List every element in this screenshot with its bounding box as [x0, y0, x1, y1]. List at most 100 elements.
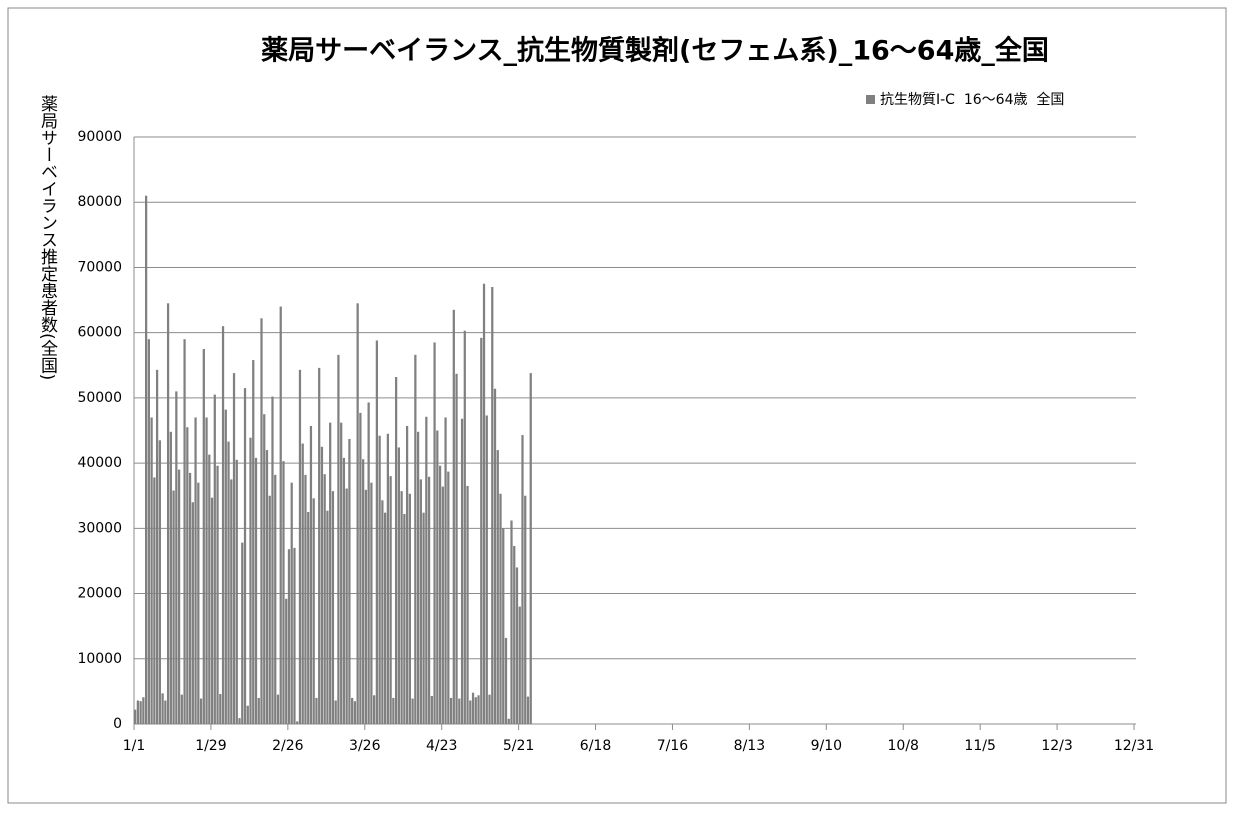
bar [449, 697, 453, 724]
bar [340, 422, 343, 724]
bar [521, 435, 524, 724]
chart-title: 薬局サーベイランス_抗生物質製剤(セフェム系)_16～64歳_全国 [261, 35, 1049, 67]
bar [298, 369, 302, 724]
bar [526, 696, 530, 724]
bar [389, 476, 392, 724]
bar [268, 495, 271, 724]
bar [199, 698, 203, 724]
bar [252, 360, 255, 724]
bar [153, 477, 156, 724]
bar [513, 545, 516, 724]
bar [186, 427, 189, 724]
bar [323, 474, 326, 724]
bar [161, 693, 164, 724]
bar [441, 486, 444, 724]
bar [510, 520, 513, 724]
bar [213, 394, 216, 724]
bar [194, 417, 197, 724]
x-tick-label: 3/26 [349, 738, 381, 754]
bar [359, 412, 362, 724]
bar [529, 373, 532, 724]
bar [392, 697, 395, 724]
y-tick-label: 90000 [77, 129, 122, 145]
bar [482, 283, 486, 724]
x-tick-label: 12/31 [1114, 738, 1154, 754]
bar [345, 488, 348, 724]
bar [466, 485, 469, 724]
bar [334, 700, 337, 724]
bar [524, 495, 527, 724]
bar [312, 498, 315, 724]
bar [491, 287, 494, 724]
x-tick-label: 10/8 [888, 738, 919, 754]
bar [425, 416, 428, 724]
bar [224, 409, 227, 724]
bar [216, 465, 219, 724]
bar [416, 431, 420, 724]
bar [375, 340, 379, 724]
bar [172, 490, 175, 724]
legend-swatch [866, 95, 875, 104]
x-tick-label: 12/3 [1041, 738, 1072, 754]
bar [318, 367, 321, 724]
bar [260, 318, 263, 724]
bar [183, 339, 186, 724]
bar [202, 348, 205, 724]
bar [246, 705, 249, 724]
bar [507, 718, 510, 724]
bar [367, 402, 370, 724]
bar [208, 454, 211, 724]
y-tick-label: 40000 [77, 455, 122, 471]
bar [287, 549, 291, 724]
bar [444, 417, 447, 724]
bar [219, 693, 222, 724]
y-tick-label: 10000 [77, 651, 122, 667]
y-tick-label: 70000 [77, 259, 122, 275]
y-tick-label: 30000 [77, 520, 122, 536]
bar [197, 482, 200, 724]
bar [257, 697, 260, 724]
bar [293, 547, 296, 724]
bar [460, 418, 464, 724]
bar [480, 337, 483, 724]
bar [166, 303, 170, 724]
x-tick-label: 9/10 [811, 738, 842, 754]
bar [430, 695, 433, 724]
bar [422, 512, 425, 724]
bar [458, 698, 461, 724]
bar [474, 697, 477, 724]
bar [271, 396, 274, 724]
x-tick-label: 6/18 [580, 738, 611, 754]
bar [180, 694, 183, 724]
bar [147, 339, 150, 724]
bar [477, 695, 480, 724]
bar [139, 701, 142, 724]
bar [515, 567, 519, 724]
bar [230, 479, 233, 724]
bar [403, 513, 406, 724]
bar [469, 700, 472, 724]
bar [362, 459, 365, 724]
x-tick-label: 1/29 [195, 738, 226, 754]
bar [427, 476, 431, 724]
bar [504, 637, 508, 724]
bar [411, 698, 414, 724]
bar [471, 692, 475, 724]
y-tick-label: 80000 [77, 194, 122, 210]
bar [384, 512, 387, 724]
bar [309, 425, 313, 724]
x-tick-label: 2/26 [272, 738, 304, 754]
bar [155, 369, 159, 724]
x-tick-label: 8/13 [734, 738, 765, 754]
bar [241, 542, 244, 724]
bar [373, 695, 376, 724]
bar [169, 431, 172, 724]
bar [134, 709, 137, 724]
bar [447, 471, 450, 724]
bar [238, 718, 241, 724]
bar [386, 433, 389, 724]
bar [438, 465, 442, 724]
y-axis-label: 薬局サーベイランス推定患者数(全国) [37, 95, 58, 380]
x-tick-label: 11/5 [964, 738, 995, 754]
